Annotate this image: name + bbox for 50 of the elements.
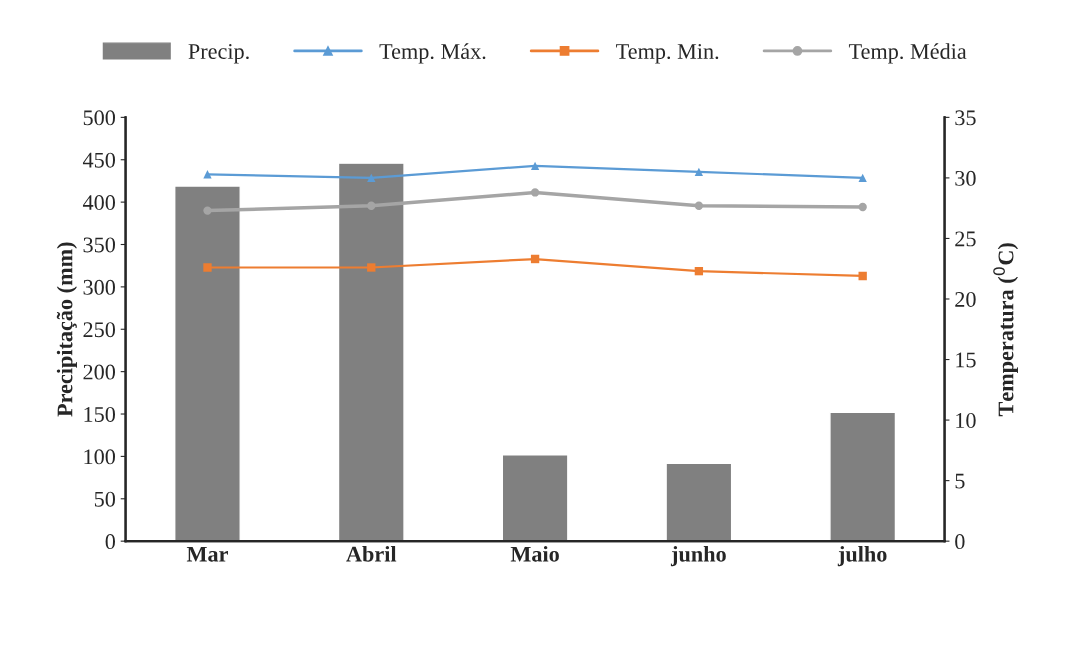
y-tick-label: 500	[83, 110, 116, 126]
y-tick-label: 350	[83, 237, 116, 253]
y-tick-label: 450	[82, 152, 116, 168]
x-tick-label: junho	[670, 546, 726, 567]
y-tick-label: 300	[83, 279, 116, 295]
point	[694, 167, 704, 177]
point	[530, 188, 540, 197]
point	[530, 254, 540, 264]
y-tick-label: 100	[84, 449, 116, 465]
y2-tick-label: 10	[956, 413, 976, 428]
bar	[337, 162, 405, 542]
y2-tick-label: 20	[955, 291, 976, 307]
point	[203, 263, 212, 272]
y2-tick-label: 0	[955, 534, 965, 550]
y-tick-label: 150	[84, 406, 116, 422]
x-tick-label: julho	[837, 546, 887, 567]
x-tick-label: Maio	[510, 546, 559, 562]
y2-tick-label: 15	[956, 352, 976, 368]
point	[367, 173, 376, 183]
y2-tick-label: 30	[955, 170, 976, 186]
point	[367, 263, 376, 272]
point	[858, 202, 867, 212]
point	[694, 266, 704, 276]
point	[203, 206, 212, 215]
point	[203, 170, 212, 179]
y2-tick-label: 25	[955, 231, 976, 247]
legend-label: Temp. Máx.	[379, 43, 486, 64]
point	[530, 161, 540, 170]
y-axis-title: Precipitação (mm)	[56, 242, 77, 417]
bar	[829, 411, 897, 542]
x-tick-label: Mar	[186, 546, 228, 562]
y2-tick-label: 5	[955, 473, 965, 489]
point	[858, 173, 867, 183]
legend-label: Temp. Média	[848, 43, 967, 64]
point	[858, 271, 867, 281]
bar	[501, 454, 569, 542]
y-tick-label: 200	[83, 364, 116, 380]
x-tick-label: Abril	[346, 546, 397, 562]
point	[694, 201, 704, 210]
bar	[174, 185, 241, 542]
point	[367, 201, 376, 210]
y-tick-label: 50	[94, 491, 116, 507]
y-tick-label: 400	[82, 195, 116, 211]
y2-axis-title: Temperatura ($^{0}$C)	[993, 243, 1018, 417]
bar	[665, 462, 733, 542]
legend-label: Precip.	[188, 44, 249, 64]
legend-label: Temp. Min.	[616, 44, 719, 64]
y2-tick-label: 35	[955, 110, 976, 126]
y-tick-label: 0	[105, 534, 116, 550]
y-tick-label: 250	[83, 322, 116, 338]
